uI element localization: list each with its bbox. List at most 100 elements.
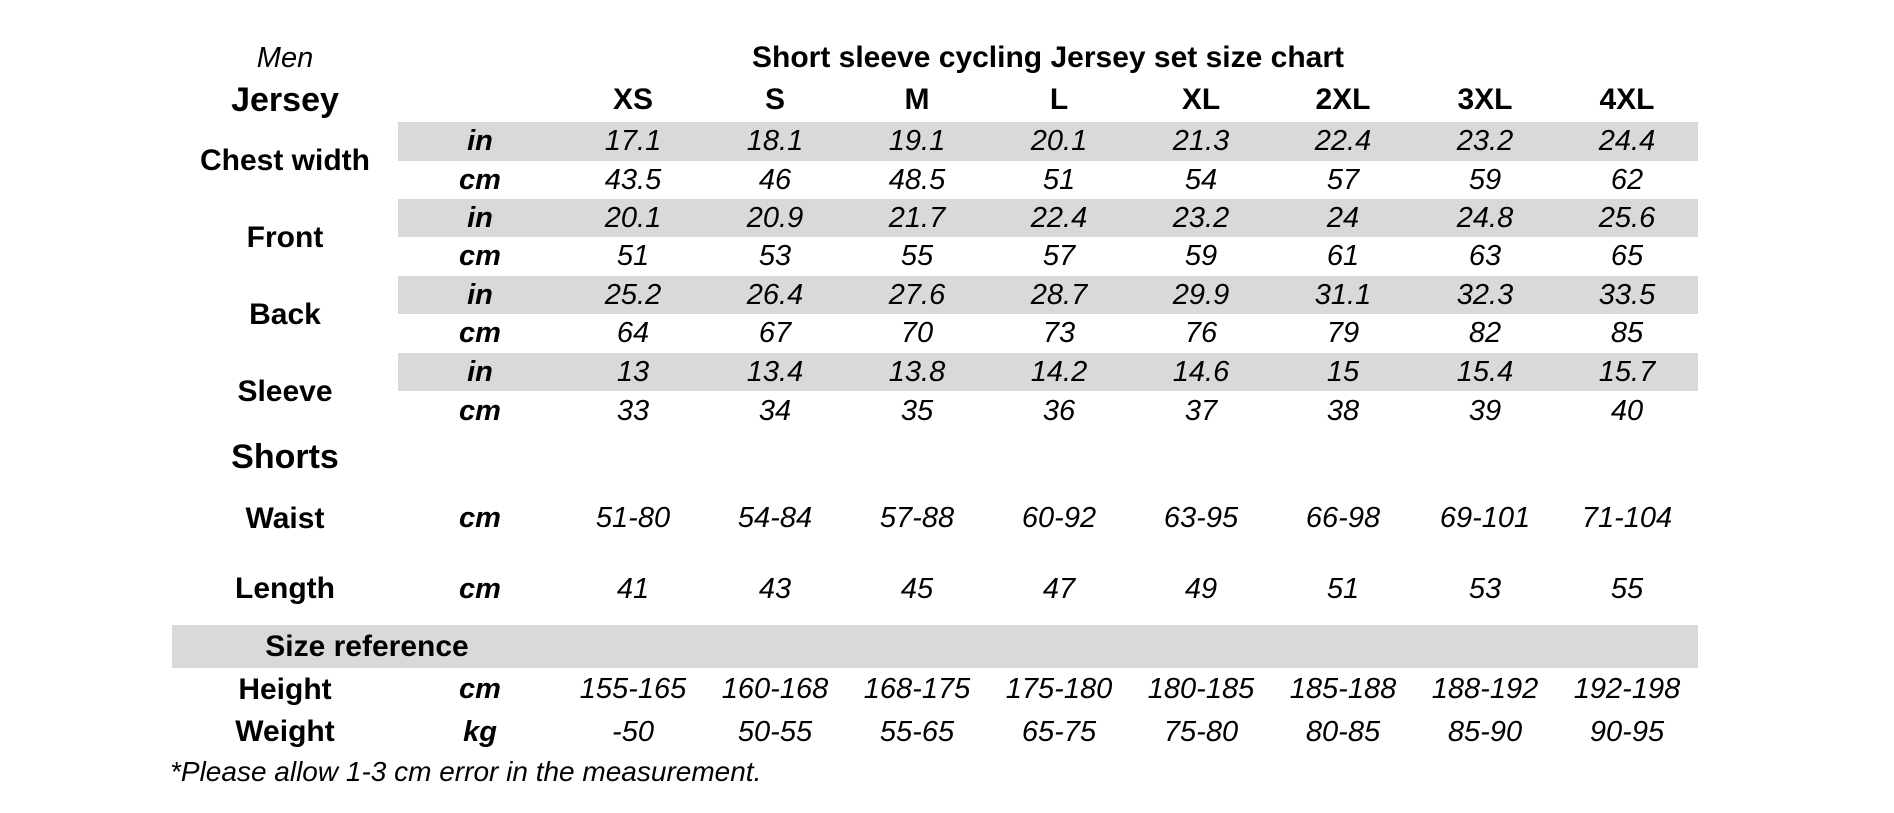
value-cell: 188-192 [1431,673,1539,705]
value-cell: 51 [1042,163,1076,196]
value-cell: 29.9 [1130,276,1272,314]
value-cell: 14.2 [988,353,1130,391]
value-cell: 66-98 [1305,502,1381,534]
measurement-footnote: *Please allow 1-3 cm error in the measur… [170,756,762,787]
value-cell: 65-75 [1021,715,1097,748]
value-cell: 155-165 [579,673,687,705]
value-cell: 23.2 [1414,122,1556,161]
row-label-height: Height [238,672,332,706]
front-cm-row: cm 51 53 55 57 59 61 63 65 [172,237,1698,276]
spacer-cell [398,431,1698,484]
weight-row: Weight kg -50 50-55 55-65 65-75 75-80 80… [172,711,1698,753]
value-cell: 75-80 [1163,715,1239,748]
value-cell: 51 [616,240,650,272]
size-header-s: S [764,83,785,116]
value-cell: 33 [616,394,650,427]
row-label-sleeve: Sleeve [237,375,333,408]
value-cell: 25.2 [562,276,704,314]
value-cell: 180-185 [1147,673,1255,705]
value-cell: 20.1 [562,199,704,237]
size-reference-heading-row: Size reference [172,625,1698,668]
section-heading-size-reference: Size reference [172,625,562,668]
row-label-waist: Waist [245,501,325,535]
value-cell: 51 [1326,572,1360,605]
row-label-front: Front [246,220,324,254]
value-cell: 59 [1184,240,1218,272]
value-cell: 57 [1042,240,1076,272]
unit-cell: cm [459,673,501,705]
unit-cell: in [398,276,562,314]
title-row: Men Short sleeve cycling Jersey set size… [172,38,1698,78]
value-cell: 20.1 [988,122,1130,161]
value-cell: 37 [1184,394,1218,427]
value-cell: 54 [1184,163,1218,196]
value-cell: 160-168 [721,673,829,705]
value-cell: 54-84 [737,502,813,534]
row-label-chest-width: Chest width [200,143,370,177]
value-cell: 168-175 [863,673,971,705]
value-cell: 49 [1184,572,1218,605]
value-cell: 26.4 [704,276,846,314]
value-cell: 45 [900,572,934,605]
front-in-row: Front in 20.1 20.9 21.7 22.4 23.2 24 24.… [172,199,1698,254]
value-cell: 15.4 [1414,353,1556,391]
size-header-2xl: 2XL [1315,83,1371,116]
value-cell: 43 [758,572,792,605]
value-cell: 185-188 [1289,673,1397,705]
value-cell: 47 [1042,572,1076,605]
value-cell: 61 [1326,240,1360,272]
length-row: Length cm 41 43 45 47 49 51 53 55 [172,553,1698,625]
value-cell: 41 [616,572,650,605]
sleeve-cm-row: cm 33 34 35 36 37 38 39 40 [172,391,1698,431]
back-cm-row: cm 64 67 70 73 76 79 82 85 [172,314,1698,353]
size-header-3xl: 3XL [1457,83,1513,116]
value-cell: 65 [1610,240,1644,272]
size-header-xl: XL [1181,83,1221,116]
unit-cell: cm [459,240,501,272]
value-cell: 14.6 [1130,353,1272,391]
value-cell: 24.8 [1414,199,1556,237]
value-cell: 33.5 [1556,276,1698,314]
unit-cell: kg [463,715,497,748]
value-cell: 20.9 [704,199,846,237]
row-label-back: Back [249,297,321,331]
unit-cell: in [398,199,562,237]
value-cell: 32.3 [1414,276,1556,314]
chest-width-cm-row: cm 43.5 46 48.5 51 54 57 59 62 [172,161,1698,199]
spacer-cell [562,625,1698,668]
value-cell: 40 [1610,394,1644,427]
value-cell: 21.3 [1130,122,1272,161]
spacer-cell [398,78,562,122]
value-cell: 175-180 [1005,673,1113,705]
value-cell: -50 [612,715,654,748]
value-cell: 22.4 [1272,122,1414,161]
unit-cell: in [398,353,562,391]
value-cell: 17.1 [562,122,704,161]
back-in-row: Back in 25.2 26.4 27.6 28.7 29.9 31.1 32… [172,276,1698,331]
value-cell: 48.5 [888,163,946,196]
chest-width-in-row: Chest width in 17.1 18.1 19.1 20.1 21.3 … [172,122,1698,177]
value-cell: 71-104 [1581,502,1673,534]
value-cell: 57-88 [879,502,955,534]
gender-label: Men [256,41,314,74]
value-cell: 15 [1272,353,1414,391]
size-header-l: L [1049,83,1069,116]
value-cell: 55 [1610,572,1644,605]
unit-cell: cm [459,394,501,427]
value-cell: 53 [1468,572,1502,605]
waist-row: Waist cm 51-80 54-84 57-88 60-92 63-95 6… [172,484,1698,553]
value-cell: 39 [1468,394,1502,427]
value-cell: 62 [1610,163,1644,196]
value-cell: 27.6 [846,276,988,314]
value-cell: 85-90 [1447,715,1523,748]
value-cell: 63-95 [1163,502,1239,534]
section-heading-shorts: Shorts [231,438,339,476]
value-cell: 67 [758,317,792,349]
size-header-4xl: 4XL [1599,83,1655,116]
value-cell: 59 [1468,163,1502,196]
value-cell: 23.2 [1130,199,1272,237]
size-header-xs: XS [612,83,654,116]
value-cell: 90-95 [1589,715,1665,748]
value-cell: 51-80 [595,502,671,534]
